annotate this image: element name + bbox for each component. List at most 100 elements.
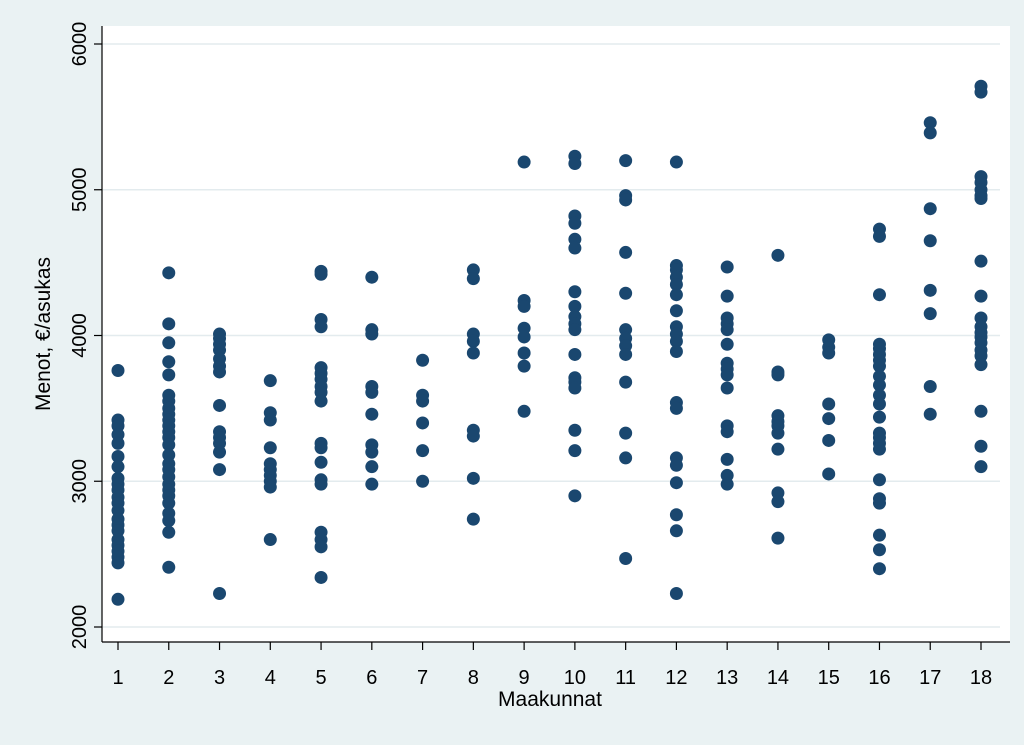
data-point bbox=[466, 346, 480, 360]
data-point bbox=[365, 270, 379, 284]
data-point bbox=[619, 451, 633, 465]
data-point bbox=[720, 289, 734, 303]
data-point bbox=[669, 345, 683, 359]
data-point bbox=[872, 562, 886, 576]
x-tick-label: 4 bbox=[265, 667, 276, 689]
data-point bbox=[568, 216, 582, 230]
data-point bbox=[923, 380, 937, 394]
x-tick-label: 10 bbox=[564, 667, 586, 689]
data-point bbox=[771, 426, 785, 440]
data-point bbox=[771, 495, 785, 509]
data-point bbox=[162, 266, 176, 280]
x-tick-label: 16 bbox=[868, 667, 890, 689]
data-point bbox=[923, 307, 937, 321]
data-point bbox=[669, 524, 683, 538]
data-point bbox=[213, 463, 227, 477]
data-point bbox=[517, 359, 531, 373]
x-tick-label: 14 bbox=[767, 667, 789, 689]
data-point bbox=[974, 289, 988, 303]
data-point bbox=[111, 460, 125, 474]
data-point bbox=[619, 426, 633, 440]
data-point bbox=[416, 394, 430, 408]
x-tick-label: 18 bbox=[970, 667, 992, 689]
data-point bbox=[872, 528, 886, 542]
data-point bbox=[365, 385, 379, 399]
data-point bbox=[263, 533, 277, 547]
data-point bbox=[213, 365, 227, 379]
data-point bbox=[619, 347, 633, 361]
data-point bbox=[872, 543, 886, 557]
data-point bbox=[162, 368, 176, 382]
data-point bbox=[517, 155, 531, 169]
data-point bbox=[720, 452, 734, 466]
x-tick-label: 6 bbox=[366, 667, 377, 689]
data-point bbox=[669, 304, 683, 318]
data-point bbox=[669, 288, 683, 302]
data-point bbox=[162, 438, 176, 452]
data-point bbox=[619, 375, 633, 389]
data-point bbox=[872, 473, 886, 487]
data-point bbox=[416, 353, 430, 367]
data-point bbox=[416, 416, 430, 430]
data-point bbox=[872, 378, 886, 392]
y-tick-label: 4000 bbox=[69, 313, 91, 358]
data-point bbox=[771, 368, 785, 382]
y-tick-label: 6000 bbox=[69, 22, 91, 67]
x-tick-label: 8 bbox=[468, 667, 479, 689]
data-point bbox=[213, 445, 227, 459]
data-point bbox=[162, 317, 176, 331]
data-point bbox=[111, 363, 125, 377]
data-point bbox=[872, 410, 886, 424]
data-point bbox=[669, 586, 683, 600]
data-point bbox=[466, 272, 480, 286]
data-point bbox=[365, 460, 379, 474]
data-point bbox=[568, 381, 582, 395]
data-points bbox=[111, 79, 988, 606]
data-point bbox=[974, 85, 988, 99]
data-point bbox=[263, 413, 277, 427]
data-point bbox=[466, 334, 480, 348]
data-point bbox=[771, 442, 785, 456]
data-point bbox=[669, 155, 683, 169]
data-point bbox=[720, 260, 734, 274]
y-tick-label: 5000 bbox=[69, 168, 91, 213]
data-point bbox=[669, 476, 683, 490]
data-point bbox=[669, 401, 683, 415]
y-axis-ticks: 2000 3000 4000 5000 6000 bbox=[69, 22, 102, 649]
data-point bbox=[568, 285, 582, 299]
data-point bbox=[669, 277, 683, 291]
data-point bbox=[771, 248, 785, 262]
x-tick-label: 11 bbox=[615, 667, 636, 689]
data-point bbox=[872, 229, 886, 243]
data-point bbox=[314, 455, 328, 469]
data-point bbox=[314, 477, 328, 491]
data-point bbox=[974, 439, 988, 453]
data-point bbox=[466, 471, 480, 485]
data-point bbox=[365, 327, 379, 341]
data-point bbox=[111, 592, 125, 606]
data-point bbox=[619, 193, 633, 207]
data-point bbox=[568, 347, 582, 361]
data-point bbox=[974, 191, 988, 205]
data-point bbox=[619, 551, 633, 565]
data-point bbox=[162, 336, 176, 350]
y-tick-label: 3000 bbox=[69, 459, 91, 504]
data-point bbox=[619, 245, 633, 259]
data-point bbox=[314, 540, 328, 554]
data-point bbox=[365, 477, 379, 491]
data-point bbox=[416, 474, 430, 488]
x-tick-label: 15 bbox=[818, 667, 840, 689]
data-point bbox=[872, 288, 886, 302]
data-point bbox=[822, 412, 836, 426]
x-tick-label: 12 bbox=[665, 667, 687, 689]
data-point bbox=[111, 449, 125, 463]
data-point bbox=[111, 436, 125, 450]
data-point bbox=[314, 570, 328, 584]
data-point bbox=[162, 514, 176, 528]
plot-area bbox=[102, 26, 1010, 642]
data-point bbox=[720, 368, 734, 382]
x-tick-label: 7 bbox=[417, 667, 428, 689]
data-point bbox=[923, 202, 937, 216]
data-point bbox=[213, 586, 227, 600]
